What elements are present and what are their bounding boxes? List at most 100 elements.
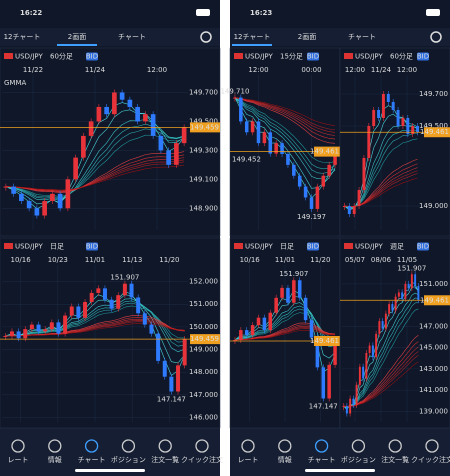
nav-label[interactable]: 注文一覧 <box>381 455 409 464</box>
timeframe[interactable]: 15分足 <box>280 52 303 61</box>
x-tick-label: 12:00 <box>397 66 417 74</box>
timeframe[interactable]: 60分足 <box>390 52 413 61</box>
y-tick-label: 146.000 <box>189 413 218 421</box>
status-time: 16:23 <box>250 9 272 17</box>
current-price-tag <box>424 295 450 306</box>
gmma-line <box>343 361 419 407</box>
tab[interactable]: 2画面 <box>298 33 316 41</box>
symbol[interactable]: USD/JPY <box>245 53 273 61</box>
nav-label[interactable]: クイック注文 <box>411 455 450 464</box>
badge <box>417 242 429 251</box>
tab[interactable]: チャート <box>118 33 146 41</box>
nav-icon[interactable] <box>278 439 292 453</box>
candle <box>355 384 358 406</box>
nav-label[interactable]: ポジション <box>341 456 376 464</box>
candle <box>83 301 88 318</box>
candle <box>239 97 243 122</box>
candle <box>327 364 331 399</box>
candle <box>381 321 384 329</box>
tab-bar <box>0 28 220 46</box>
nav-icon[interactable] <box>158 439 172 453</box>
candle <box>333 151 337 165</box>
nav-icon[interactable] <box>84 439 99 453</box>
candle <box>292 280 296 303</box>
y-tick-label: 149.700 <box>419 90 448 98</box>
settings-icon[interactable] <box>200 31 212 43</box>
candle <box>352 398 355 406</box>
nav-label[interactable]: チャート <box>78 456 106 464</box>
candle <box>309 197 314 209</box>
timeframe[interactable]: 日足 <box>280 243 294 251</box>
candle <box>65 179 71 209</box>
candle <box>156 333 161 361</box>
candle <box>3 335 8 337</box>
nav-label[interactable]: 情報 <box>48 455 62 464</box>
gmma-line <box>234 97 336 131</box>
candle <box>375 333 378 358</box>
symbol[interactable]: USD/JPY <box>355 243 383 251</box>
y-tick-label: 148.900 <box>189 204 218 212</box>
candle <box>250 121 255 133</box>
x-tick-label: 11/20 <box>310 256 330 264</box>
settings-icon[interactable] <box>430 31 442 43</box>
candle <box>297 280 302 298</box>
candle <box>129 283 134 298</box>
symbol[interactable]: USD/JPY <box>15 243 43 251</box>
timeframe[interactable]: 週足 <box>390 242 404 251</box>
nav-label[interactable]: レート <box>238 456 259 464</box>
gmma-line <box>234 97 336 179</box>
nav-icon[interactable] <box>195 439 209 453</box>
symbol[interactable]: USD/JPY <box>245 243 273 251</box>
symbol[interactable]: USD/JPY <box>355 53 383 61</box>
nav-label[interactable]: ポジション <box>111 456 146 464</box>
candle <box>349 398 352 414</box>
nav-icon[interactable] <box>48 439 62 453</box>
timeframe[interactable]: 60分足 <box>50 52 73 61</box>
nav-label[interactable]: レート <box>8 456 29 464</box>
nav-icon[interactable] <box>314 439 329 453</box>
timeframe[interactable]: 日足 <box>50 243 64 251</box>
candle <box>274 143 278 154</box>
y-tick-label: 148.000 <box>189 368 218 376</box>
nav-label[interactable]: 注文一覧 <box>151 455 179 464</box>
y-tick-label: 149.500 <box>419 122 448 130</box>
candle <box>347 206 351 214</box>
candle <box>303 297 308 321</box>
symbol[interactable]: USD/JPY <box>15 53 43 61</box>
nav-icon[interactable] <box>351 439 366 453</box>
badge <box>86 52 98 61</box>
high-label: 149.710 <box>220 88 249 96</box>
current-price-label: 149.461 <box>310 148 339 156</box>
tab[interactable]: チャート <box>348 33 376 41</box>
nav-icon[interactable] <box>241 439 255 453</box>
nav-icon[interactable] <box>121 439 136 453</box>
tab[interactable]: 12チャート <box>4 33 41 41</box>
nav-icon[interactable] <box>388 439 402 453</box>
tab[interactable]: 2画面 <box>68 33 86 41</box>
nav-label[interactable]: チャート <box>308 456 336 464</box>
candle <box>104 106 109 115</box>
candle <box>321 175 326 187</box>
nav-label[interactable]: 情報 <box>278 455 292 464</box>
badge-text: BID <box>86 243 98 251</box>
candle <box>34 208 40 216</box>
y-tick-label: 151.000 <box>189 300 218 308</box>
candle <box>135 106 140 122</box>
nav-icon[interactable] <box>425 439 439 453</box>
x-tick-label: 11/20 <box>159 256 179 264</box>
candle <box>262 132 267 144</box>
home-indicator <box>75 469 145 472</box>
candle <box>368 345 371 353</box>
tab[interactable]: 12チャート <box>234 33 271 41</box>
current-price-label: 149.459 <box>190 123 219 131</box>
candle <box>315 337 320 368</box>
gmma-line <box>234 97 336 144</box>
gmma-line <box>234 97 336 174</box>
candle <box>42 201 47 216</box>
nav-icon[interactable] <box>11 439 25 453</box>
nav-label[interactable]: クイック注文 <box>181 455 223 464</box>
candle <box>162 360 167 377</box>
candle <box>342 406 345 408</box>
candle <box>416 126 420 133</box>
x-tick-label: 12:00 <box>147 66 167 74</box>
